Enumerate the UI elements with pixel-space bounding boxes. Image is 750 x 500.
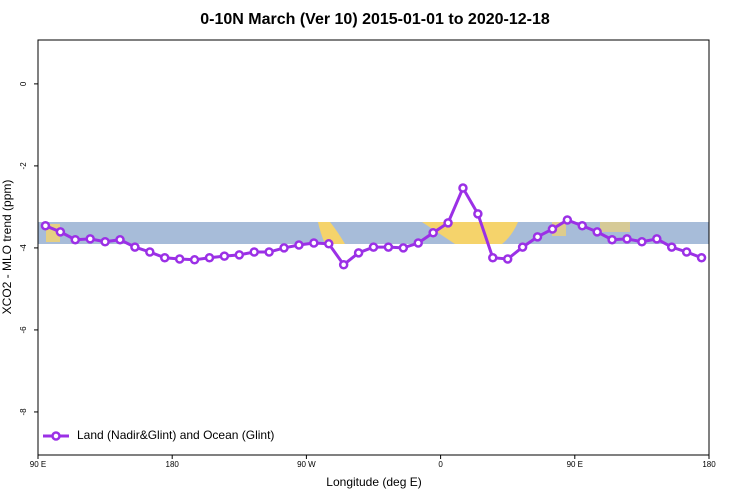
point <box>607 234 617 245</box>
point <box>398 243 409 253</box>
x-tick-label: 180 <box>702 460 716 469</box>
point <box>309 238 319 248</box>
point <box>443 218 453 228</box>
y-tick-label: -8 <box>19 408 28 416</box>
point <box>219 251 230 261</box>
point <box>383 242 394 252</box>
point <box>696 253 707 263</box>
point <box>324 239 334 249</box>
point <box>368 242 379 252</box>
x-tick-label: 90 W <box>297 460 316 469</box>
point <box>189 255 200 265</box>
point <box>637 237 647 247</box>
point <box>532 232 543 242</box>
point <box>562 215 573 225</box>
point <box>130 242 140 252</box>
point <box>622 234 632 244</box>
point <box>338 259 349 270</box>
x-tick-label: 180 <box>166 460 180 469</box>
point <box>652 234 662 244</box>
point <box>488 253 498 263</box>
point <box>145 247 155 257</box>
point <box>592 227 602 237</box>
x-axis-label: Longitude (deg E) <box>326 475 421 489</box>
point <box>473 209 483 219</box>
point <box>547 224 558 234</box>
point <box>279 243 289 253</box>
point <box>666 242 677 252</box>
y-tick-label: -6 <box>19 326 28 334</box>
point <box>234 250 245 260</box>
x-tick-label: 0 <box>438 460 443 469</box>
point <box>100 237 110 247</box>
point <box>249 247 259 257</box>
point <box>204 253 215 263</box>
point <box>502 254 513 264</box>
point <box>55 227 66 237</box>
point <box>294 240 304 250</box>
point <box>353 248 364 258</box>
legend-marker <box>51 431 61 441</box>
legend-label: Land (Nadir&Glint) and Ocean (Glint) <box>77 428 274 442</box>
point <box>40 221 51 231</box>
point <box>458 183 468 193</box>
y-tick-label: 0 <box>19 81 28 86</box>
point <box>577 221 588 231</box>
point <box>428 227 438 238</box>
point <box>115 234 125 245</box>
point <box>174 254 185 264</box>
point <box>681 247 692 257</box>
x-tick-label: 90 E <box>567 460 583 469</box>
chart-title: 0-10N March (Ver 10) 2015-01-01 to 2020-… <box>200 11 550 28</box>
y-axis-label: XCO2 - MLO trend (ppm) <box>0 180 14 315</box>
point <box>517 242 528 252</box>
point <box>264 247 274 257</box>
y-tick-label: -2 <box>19 162 28 170</box>
y-tick-label: -4 <box>19 244 28 252</box>
x-tick-label: 90 E <box>30 460 46 469</box>
point <box>70 234 81 245</box>
point <box>159 253 170 263</box>
point <box>85 234 95 244</box>
point <box>413 238 423 248</box>
